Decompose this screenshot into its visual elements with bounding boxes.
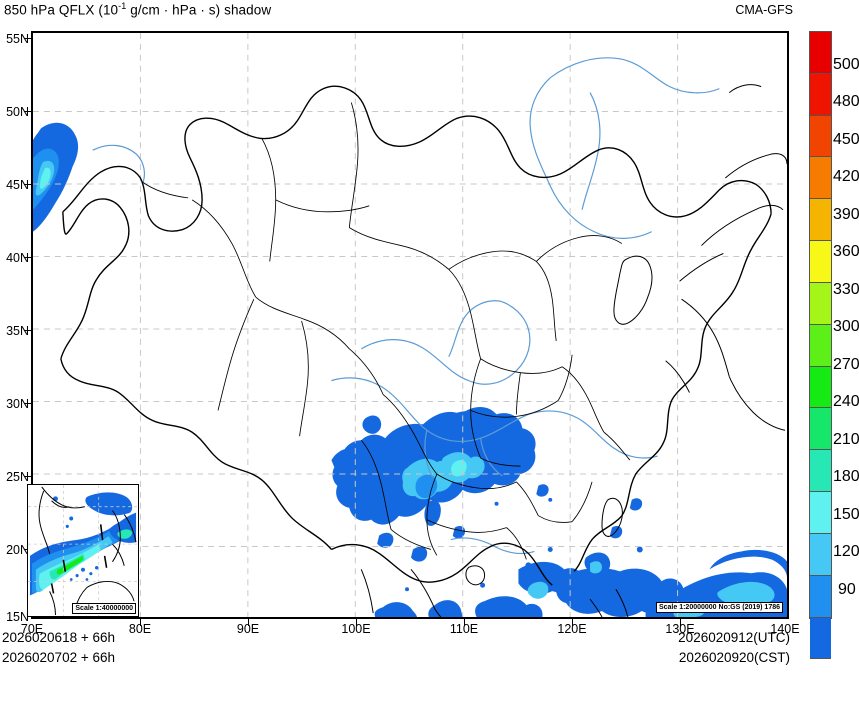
colorbar-cell-390 bbox=[810, 199, 831, 242]
colorbar-cell-330 bbox=[810, 282, 831, 325]
x-tick-label-120e: 120E bbox=[557, 622, 587, 636]
colorbar-tick-300: 300 bbox=[833, 318, 859, 335]
colorbar-tick-150: 150 bbox=[833, 506, 859, 523]
colorbar-cell-90 bbox=[810, 617, 831, 660]
y-tick-label-15n: 15N bbox=[6, 610, 29, 624]
colorbar-cell-480 bbox=[810, 73, 831, 116]
colorbar-tick-330: 330 bbox=[833, 281, 859, 298]
map-boundaries bbox=[60, 84, 787, 617]
x-tick-mark bbox=[140, 619, 141, 626]
colorbar-tick-450: 450 bbox=[833, 131, 859, 148]
shading-sichuan-guizhou-band bbox=[331, 406, 536, 526]
y-tick-label-45n: 45N bbox=[6, 178, 29, 192]
x-tick-label-80e: 80E bbox=[128, 622, 152, 636]
map-scale-label: Scale 1:20000000 No:GS (2019) 1786 bbox=[655, 602, 783, 613]
title-main-text: 850 hPa QFLX (10 bbox=[4, 2, 119, 18]
x-tick-label-110e: 110E bbox=[449, 622, 479, 636]
title-exponent: -1 bbox=[118, 1, 127, 11]
colorbar-tick-420: 420 bbox=[833, 168, 859, 185]
y-tick-mark bbox=[24, 403, 31, 404]
colorbar-cell-450 bbox=[810, 115, 831, 158]
colorbar-tick-90: 90 bbox=[838, 581, 856, 598]
model-label: CMA-GFS bbox=[735, 3, 793, 17]
y-tick-mark bbox=[24, 257, 31, 258]
footer-valid-utc: 2026020912(UTC) bbox=[678, 630, 790, 645]
y-tick-mark bbox=[24, 476, 31, 477]
x-tick-mark bbox=[572, 619, 573, 626]
y-tick-label-30n: 30N bbox=[6, 397, 29, 411]
colorbar-tick-240: 240 bbox=[833, 393, 859, 410]
inset-map[interactable]: Scale 1:40000000 bbox=[27, 484, 139, 617]
y-tick-label-35n: 35N bbox=[6, 324, 29, 338]
shading-offshore-specks bbox=[405, 497, 643, 595]
x-tick-label-90e: 90E bbox=[236, 622, 260, 636]
colorbar-cell-420 bbox=[810, 157, 831, 200]
x-tick-mark bbox=[356, 619, 357, 626]
colorbar-tick-210: 210 bbox=[833, 431, 859, 448]
colorbar-tick-270: 270 bbox=[833, 356, 859, 373]
colorbar-tick-120: 120 bbox=[833, 543, 859, 560]
colorbar-tick-390: 390 bbox=[833, 206, 859, 223]
x-tick-label-130e: 130E bbox=[665, 622, 695, 636]
y-tick-label-55n: 55N bbox=[6, 32, 29, 46]
colorbar-tick-180: 180 bbox=[833, 468, 859, 485]
footer-valid-cst: 2026020920(CST) bbox=[678, 650, 790, 665]
footer-init-cst: 2026020702 + 66h bbox=[2, 650, 115, 665]
y-tick-label-25n: 25N bbox=[6, 470, 29, 484]
colorbar-tick-480: 480 bbox=[833, 93, 859, 110]
colorbar-cell-240 bbox=[810, 408, 831, 451]
colorbar-cell-120 bbox=[810, 575, 831, 618]
shading-scattered-patches bbox=[377, 446, 549, 562]
y-tick-mark bbox=[24, 184, 31, 185]
colorbar-cell-270 bbox=[810, 366, 831, 409]
shading-northwest-plume bbox=[33, 122, 79, 232]
map-canvas bbox=[33, 33, 787, 617]
map-gridlines bbox=[33, 33, 787, 617]
colorbar-cell-210 bbox=[810, 450, 831, 493]
x-tick-label-70e: 70E bbox=[20, 622, 44, 636]
colorbar[interactable] bbox=[809, 31, 832, 702]
colorbar-cell-300 bbox=[810, 324, 831, 367]
x-tick-label-140e: 140E bbox=[770, 622, 800, 636]
map-plot-area[interactable]: Scale 1:20000000 No:GS (2019) 1786 bbox=[31, 31, 789, 619]
y-tick-mark bbox=[24, 38, 31, 39]
y-tick-mark bbox=[24, 111, 31, 112]
shading-south-china-sea bbox=[374, 561, 687, 617]
y-tick-label-20n: 20N bbox=[6, 543, 29, 557]
colorbar-cell-500plus bbox=[810, 32, 831, 74]
colorbar-tick-360: 360 bbox=[833, 243, 859, 260]
page-title: 850 hPa QFLX (10-1 g/cm · hPa · s) shado… bbox=[4, 1, 271, 18]
colorbar-tick-500: 500 bbox=[833, 56, 859, 73]
colorbar-cell-150 bbox=[810, 533, 831, 576]
title-rest-text: g/cm · hPa · s) shadow bbox=[126, 2, 272, 18]
x-tick-label-100e: 100E bbox=[341, 622, 371, 636]
y-tick-label-50n: 50N bbox=[6, 105, 29, 119]
colorbar-cell-below90 bbox=[810, 659, 831, 702]
colorbar-cell-360 bbox=[810, 241, 831, 283]
x-tick-mark bbox=[680, 619, 681, 626]
y-tick-mark bbox=[24, 330, 31, 331]
footer-init-utc: 2026020618 + 66h bbox=[2, 630, 115, 645]
inset-scale-label: Scale 1:40000000 bbox=[72, 603, 136, 614]
shading-taiwan-coast bbox=[584, 498, 643, 575]
x-tick-mark bbox=[248, 619, 249, 626]
y-tick-label-40n: 40N bbox=[6, 251, 29, 265]
colorbar-cell-180 bbox=[810, 492, 831, 534]
x-tick-mark bbox=[464, 619, 465, 626]
